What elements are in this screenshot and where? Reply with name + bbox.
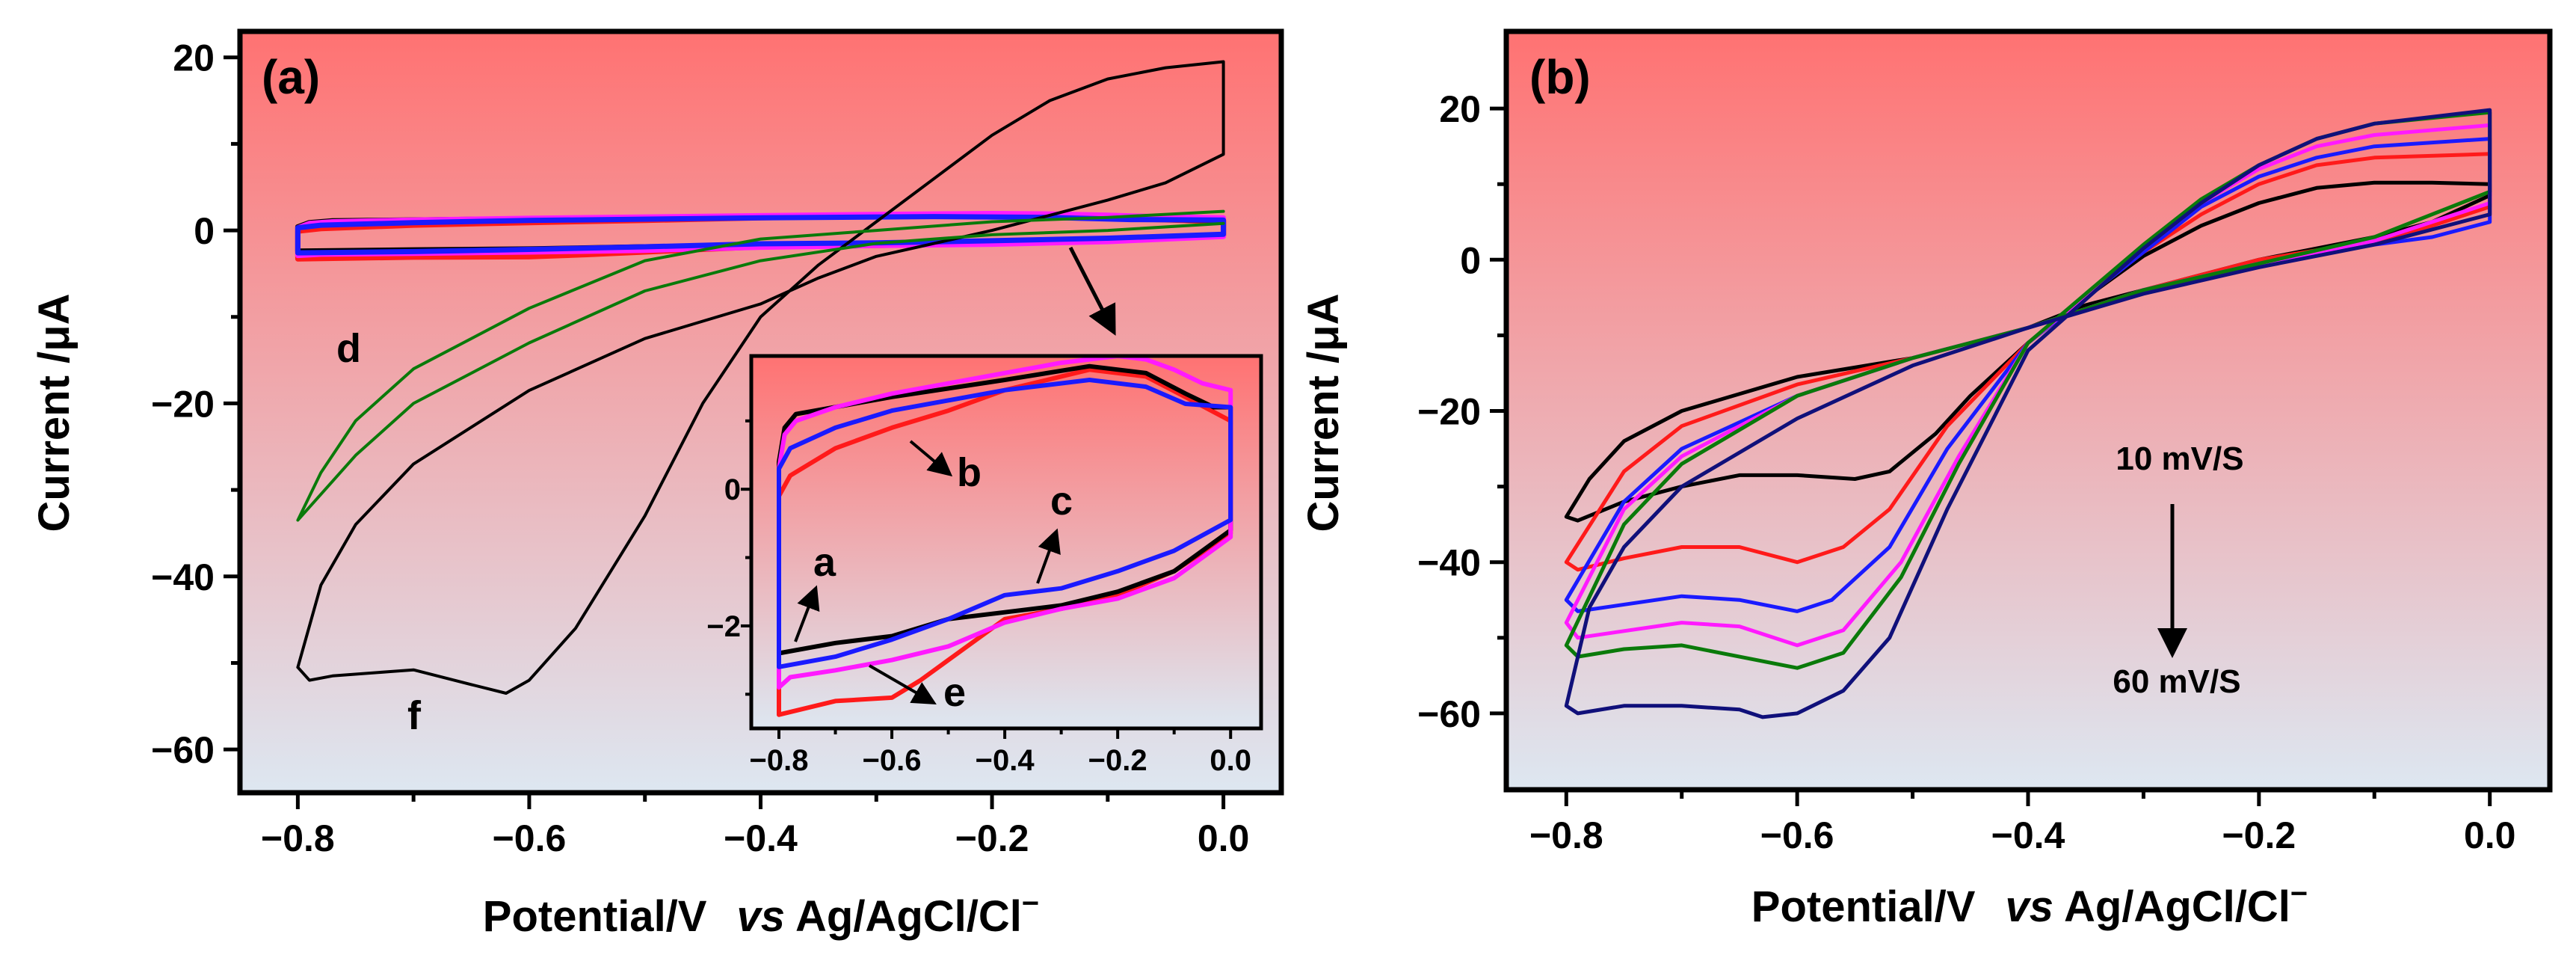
y-tick-label: −40 (151, 556, 215, 598)
x-tick-label: −0.4 (724, 817, 798, 859)
y-tick-label: 20 (173, 37, 215, 79)
inset-curve-magenta (777, 356, 1233, 690)
annotation-start-rate: 10 mV/S (2116, 440, 2243, 477)
panel-a-y-axis-title: Current /μA (30, 293, 78, 532)
x-title-sup: − (2290, 877, 2308, 910)
panel-a-frame (237, 28, 1284, 796)
panel-b: −0.8 −0.6 −0.4 −0.2 0.0 −60 −40 −20 0 20 (b) 10 m… (1299, 28, 2553, 931)
annotation-d: d (336, 326, 361, 371)
panel-b-curve-60-mv-s (1564, 108, 2492, 719)
panel-a-x-axis-title: Potential/V vs Ag/AgCl/Cl− (483, 887, 1039, 941)
annotation-e: e (943, 670, 966, 715)
x-tick-label: −0.8 (261, 817, 335, 859)
inset-curve-blue (777, 378, 1233, 669)
x-tick-label: −0.8 (750, 744, 809, 777)
inset-series (777, 356, 1233, 717)
x-tick-label: −0.2 (1088, 744, 1147, 777)
arrow-c (1036, 528, 1061, 584)
x-tick-label: −0.6 (493, 817, 567, 859)
y-tick-label: 0 (724, 473, 741, 506)
panel-b-frame (1503, 28, 2553, 793)
inset-frame (749, 354, 1263, 731)
annotation-f: f (407, 693, 422, 738)
x-tick-label: 0.0 (1210, 744, 1251, 777)
panel-b-label: (b) (1529, 50, 1591, 104)
y-tick-label: −60 (1417, 693, 1481, 735)
panel-a-small-curve-blue (295, 214, 1227, 256)
arrow-b (909, 440, 953, 477)
x-title-ref: Ag/AgCl/Cl (2064, 882, 2290, 931)
x-tick-label: 0.0 (2464, 814, 2516, 856)
arrow-to-inset (1068, 246, 1116, 336)
panel-a-label: (a) (262, 50, 320, 104)
x-title-main: Potential/V (1751, 882, 1976, 931)
arrow-e (868, 664, 937, 705)
x-tick-label: −0.6 (863, 744, 922, 777)
y-tick-label: 20 (1439, 88, 1481, 130)
panel-b-series (1564, 108, 2492, 719)
panel-a-inset: −0.8 −0.6 −0.4 −0.2 0.0 0 −2 (706, 354, 1263, 777)
annotation-c: c (1050, 479, 1073, 523)
y-tick-label: −20 (151, 383, 215, 425)
annotation-end-rate: 60 mV/S (2113, 663, 2240, 700)
x-tick-label: −0.4 (1991, 814, 2065, 856)
inset-axes: −0.8 −0.6 −0.4 −0.2 0.0 0 −2 (706, 419, 1251, 777)
y-tick-label: −20 (1417, 391, 1481, 433)
panel-a-series (295, 60, 1227, 695)
y-tick-label: 0 (1460, 239, 1481, 281)
panel-a-curve-f (296, 60, 1225, 695)
x-tick-label: −0.4 (976, 744, 1035, 777)
y-tick-label: 0 (194, 210, 215, 252)
arrow-a (794, 585, 820, 642)
annotation-b: b (957, 450, 982, 495)
x-title-vs: vs (2005, 882, 2053, 931)
x-tick-label: −0.2 (2222, 814, 2296, 856)
annotation-a: a (813, 540, 836, 585)
x-tick-label: −0.8 (1529, 814, 1603, 856)
y-tick-label: −40 (1417, 542, 1481, 584)
panel-b-axes: −0.8 −0.6 −0.4 −0.2 0.0 −60 −40 −20 0 20 (1417, 88, 2515, 856)
x-title-main: Potential/V (483, 892, 707, 941)
x-title-vs: vs (736, 892, 785, 941)
x-tick-label: −0.2 (955, 817, 1029, 859)
panel-a-curve-d (296, 209, 1225, 522)
x-title-sup: − (1022, 887, 1039, 920)
x-tick-label: −0.6 (1760, 814, 1834, 856)
y-tick-label: −60 (151, 729, 215, 771)
x-tick-label: 0.0 (1198, 817, 1250, 859)
y-tick-label: −2 (706, 610, 741, 643)
panel-b-x-axis-title: Potential/V vs Ag/AgCl/Cl− (1751, 877, 2308, 931)
panel-b-y-axis-title: Current /μA (1299, 293, 1348, 532)
inset-background (751, 356, 1261, 728)
x-title-ref: Ag/AgCl/Cl (795, 892, 1022, 941)
